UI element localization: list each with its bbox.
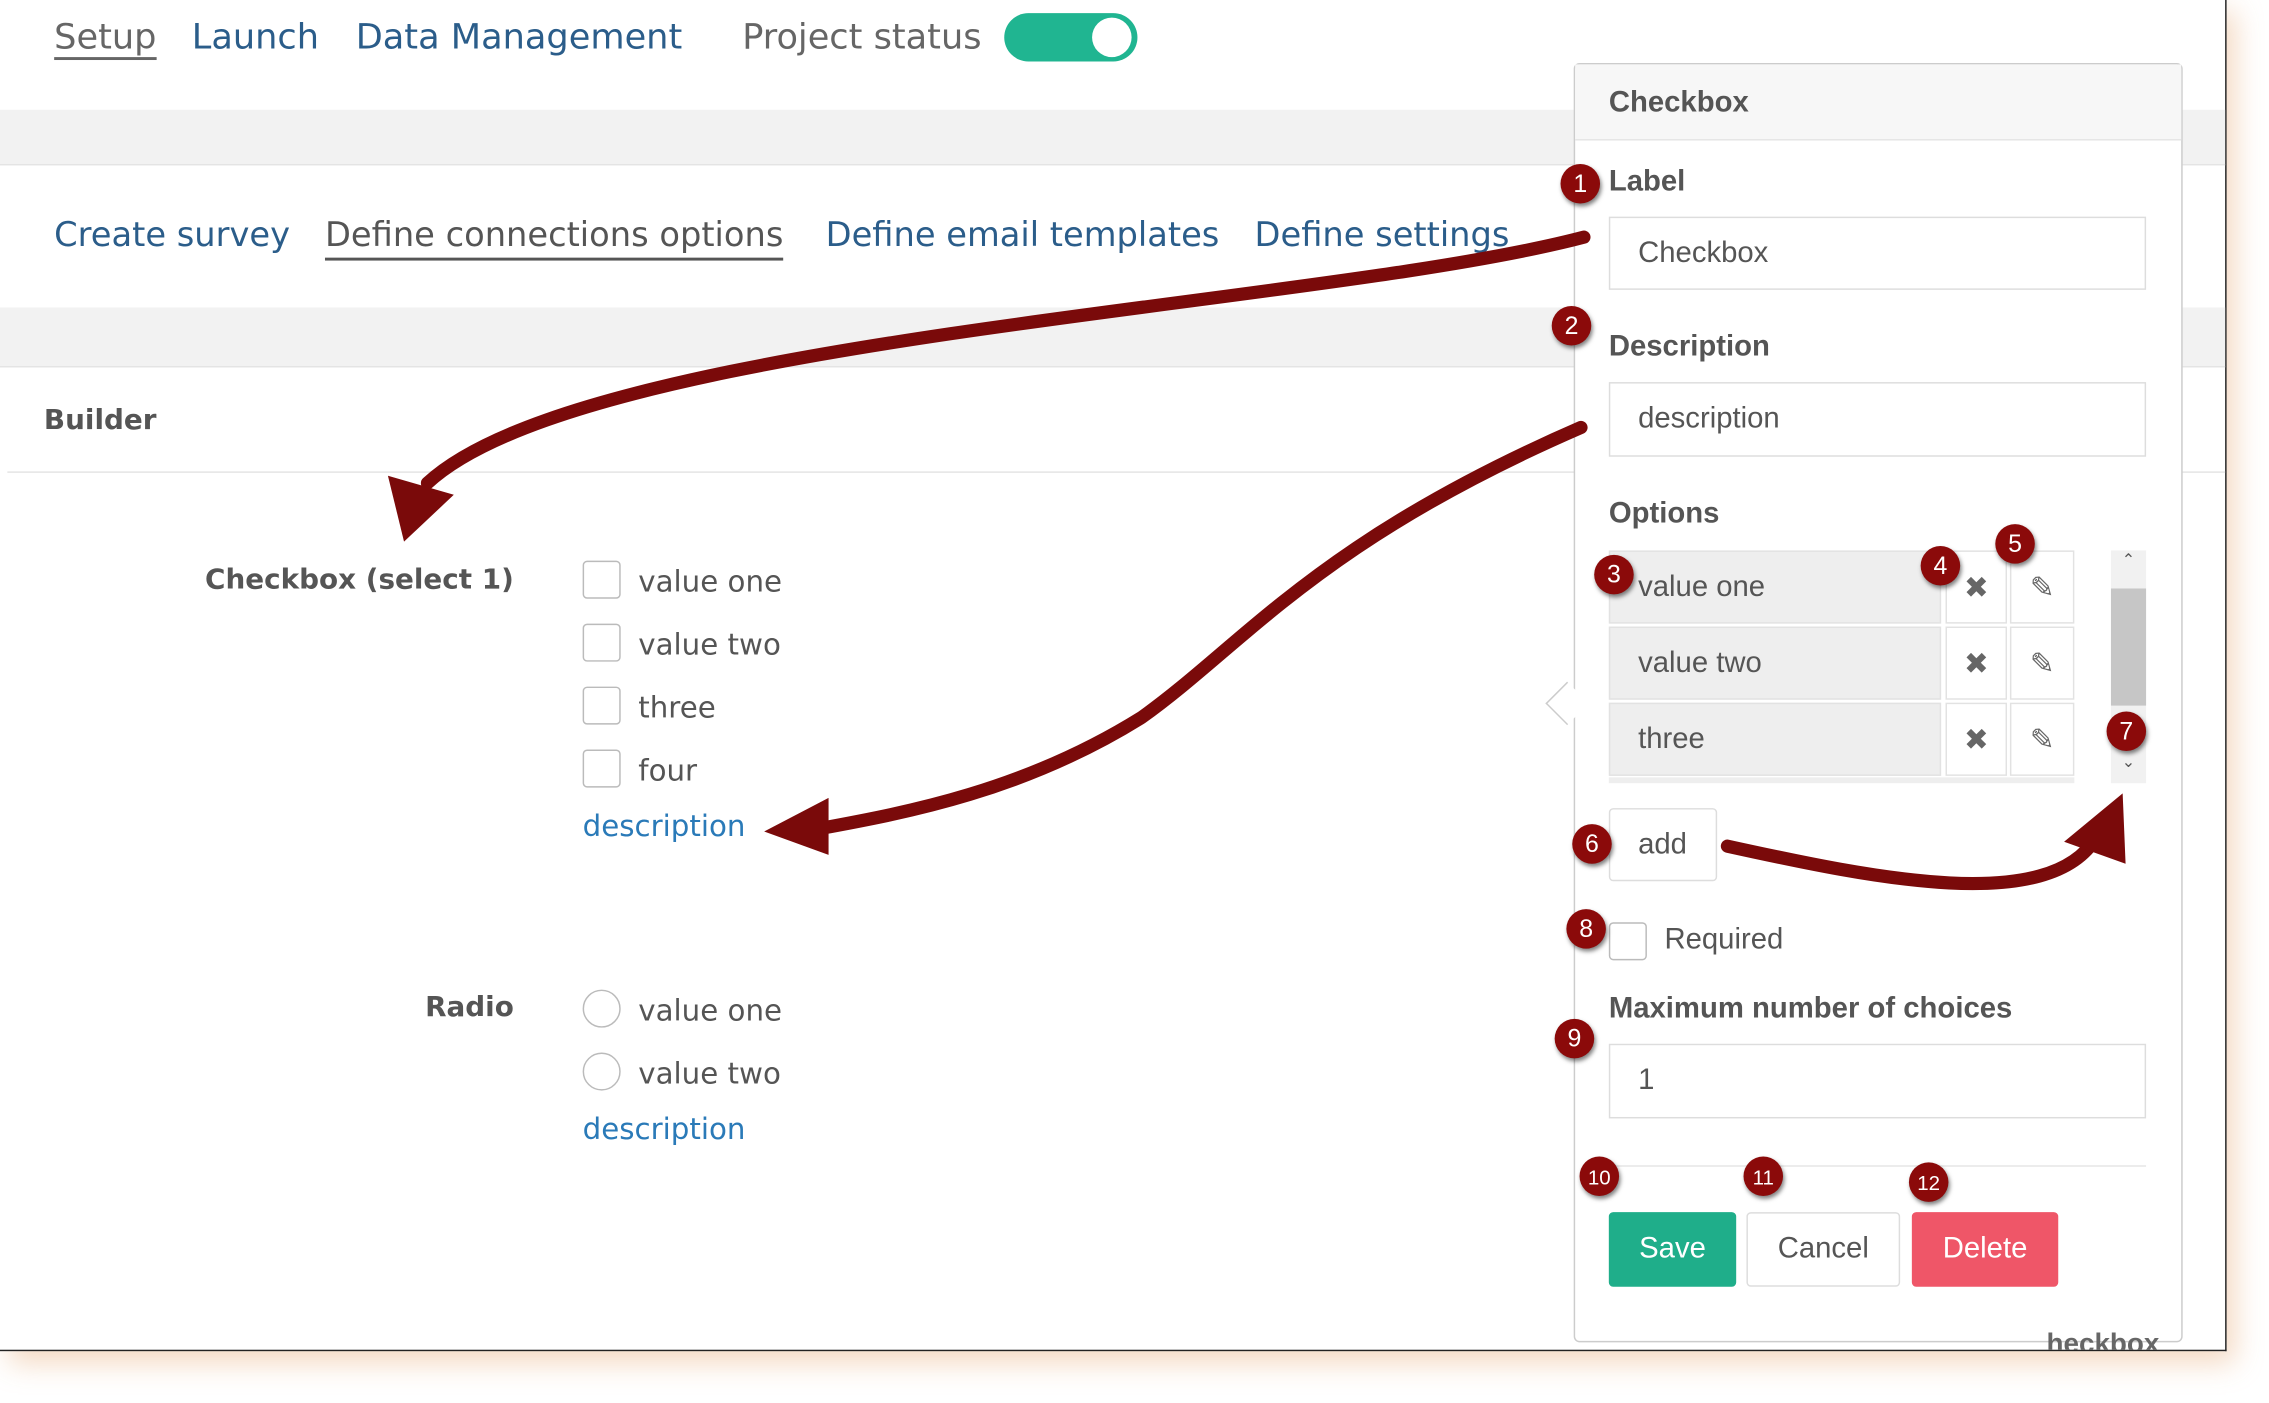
tab-define-email-templates[interactable]: Define email templates	[825, 216, 1220, 255]
arrow-description-to-field	[813, 420, 1588, 836]
project-status-label: Project status	[742, 16, 982, 58]
annotation-badge: 12	[1908, 1162, 1949, 1202]
cancel-button[interactable]: Cancel	[1746, 1212, 1901, 1287]
radio-description-link[interactable]: description	[582, 1111, 746, 1147]
toggle-knob	[1092, 17, 1132, 58]
panel-header: Checkbox	[1575, 64, 2182, 141]
checkbox-option-label: three	[638, 689, 716, 725]
arrow-add-to-scroll	[1720, 830, 2103, 891]
scroll-up-icon[interactable]: ⌃	[2121, 551, 2136, 570]
times-icon[interactable]: ✖	[1945, 702, 2008, 776]
max-choices-input[interactable]: 1	[1608, 1043, 2147, 1119]
description-input[interactable]: description	[1608, 382, 2147, 457]
add-option-button[interactable]: add	[1608, 808, 1718, 882]
annotation-badge: 2	[1551, 305, 1592, 346]
tab-define-settings[interactable]: Define settings	[1254, 216, 1510, 255]
checkbox[interactable]	[582, 686, 621, 725]
delete-button[interactable]: Delete	[1911, 1212, 2059, 1287]
builder-title: Builder	[43, 404, 157, 437]
divider	[1608, 1165, 2147, 1167]
annotation-badge: 11	[1743, 1156, 1784, 1197]
options-label: Options	[1608, 497, 1720, 530]
checkbox-option-label: value two	[638, 626, 781, 662]
times-icon[interactable]: ✖	[1945, 626, 2008, 700]
option-row-partial	[1608, 777, 2075, 784]
annotation-badge: 10	[1579, 1156, 1620, 1197]
annotation-badge: 9	[1554, 1018, 1595, 1059]
required-label: Required	[1664, 923, 1784, 956]
max-choices-label: Maximum number of choices	[1608, 992, 2013, 1025]
arrowhead	[387, 475, 454, 542]
checkbox[interactable]	[582, 623, 621, 662]
annotation-badge: 3	[1594, 554, 1634, 595]
annotation-badge: 4	[1920, 546, 1961, 586]
tab-create-survey[interactable]: Create survey	[54, 216, 291, 255]
arrowhead	[2064, 793, 2126, 864]
checkbox[interactable]	[582, 560, 621, 599]
checkbox-option-label: four	[638, 752, 698, 788]
scrollbar-thumb[interactable]	[2110, 588, 2147, 706]
scroll-down-icon[interactable]: ⌄	[2121, 753, 2136, 772]
pencil-icon[interactable]: ✎	[2009, 702, 2075, 776]
checkbox[interactable]	[582, 749, 621, 788]
nav-setup[interactable]: Setup	[54, 16, 157, 61]
option-value-input[interactable]: value two	[1608, 626, 1942, 700]
label-field-label: Label	[1608, 165, 1686, 198]
panel-title: Checkbox	[1608, 86, 1749, 119]
radio-option-label: value one	[638, 992, 783, 1028]
arrowhead	[764, 797, 829, 855]
divider	[7, 471, 2226, 473]
radio-button[interactable]	[582, 1052, 621, 1091]
checkbox-option-label: value one	[638, 563, 783, 599]
radio-option-label: value two	[638, 1055, 781, 1091]
option-value-input[interactable]: three	[1608, 702, 1942, 776]
clipped-text: heckbox	[2046, 1329, 2160, 1350]
checkbox-field-label: Checkbox (select 1)	[205, 563, 514, 596]
option-value-input[interactable]: value one	[1608, 550, 1942, 624]
radio-button[interactable]	[582, 989, 621, 1028]
annotation-badge: 5	[1995, 524, 2035, 564]
label-input[interactable]: Checkbox	[1608, 216, 2147, 290]
save-button[interactable]: Save	[1608, 1212, 1737, 1287]
nav-data-management[interactable]: Data Management	[355, 16, 683, 58]
project-status-toggle[interactable]	[1004, 13, 1138, 62]
annotation-badge: 6	[1572, 824, 1612, 864]
tab-define-connections-options[interactable]: Define connections options	[324, 217, 784, 261]
checkbox-description-link[interactable]: description	[582, 808, 746, 844]
required-checkbox[interactable]	[1608, 922, 1647, 961]
radio-field-label: Radio	[425, 991, 514, 1024]
annotation-badge: 7	[2106, 711, 2147, 751]
pencil-icon[interactable]: ✎	[2009, 626, 2075, 700]
nav-launch[interactable]: Launch	[191, 16, 319, 58]
arrow-label-to-field	[420, 230, 1591, 490]
annotation-badge: 1	[1560, 163, 1601, 204]
annotation-badge: 8	[1566, 909, 1606, 949]
description-field-label: Description	[1608, 330, 1770, 364]
